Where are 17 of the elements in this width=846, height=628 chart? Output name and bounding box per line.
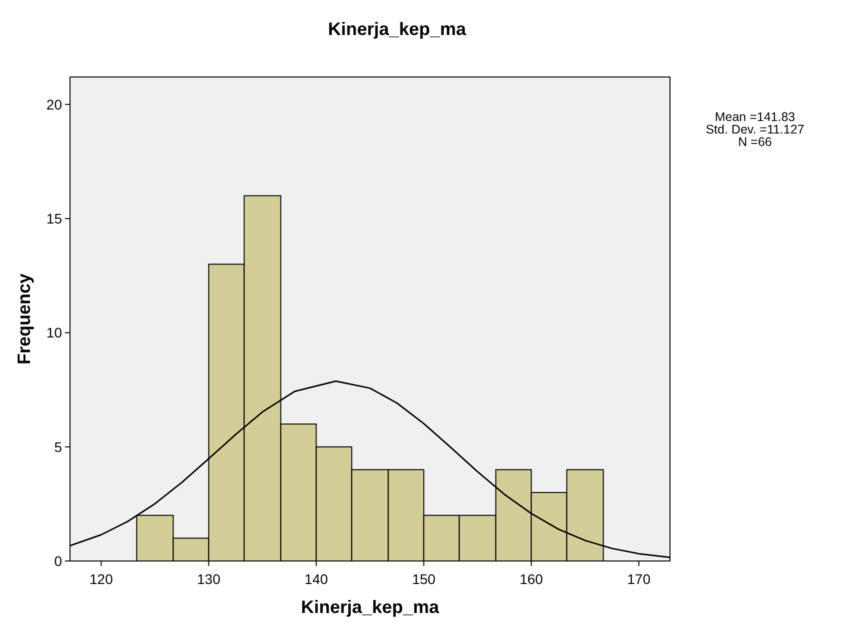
y-tick-label: 5 [54,438,62,455]
x-tick-label: 120 [90,571,114,587]
text: N =66 [738,135,772,149]
text: Mean =141.83 [714,110,796,124]
y-tick-label: 10 [46,324,62,341]
x-tick-label: 160 [520,571,544,587]
text: Std. Dev. =11.127 [706,122,804,136]
x-tick-label: 150 [412,571,436,587]
chart-title: Kinerja_kep_ma [328,19,468,39]
y-tick-label: 20 [46,96,62,112]
x-tick-label: 140 [304,571,328,587]
y-axis-title: Frequency [14,273,34,365]
x-tick-label: 170 [627,571,651,587]
y-tick-label: 15 [46,210,62,227]
x-axis-title: Kinerja_kep_ma [300,597,440,617]
x-tick-label: 130 [197,571,221,587]
y-tick-label: 0 [54,553,62,569]
